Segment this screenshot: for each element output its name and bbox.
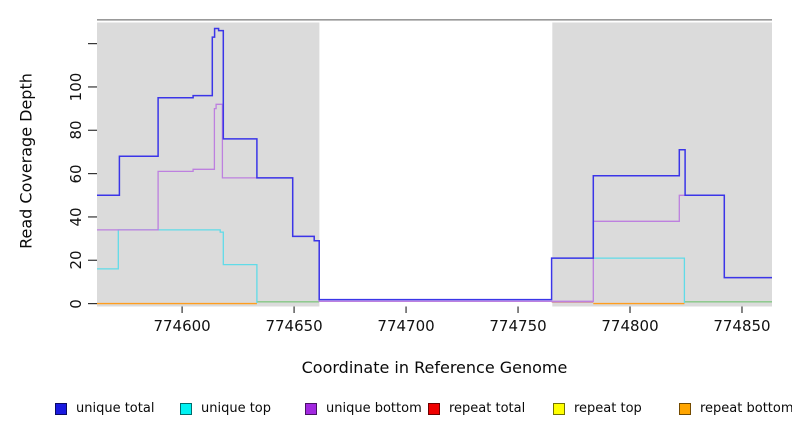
shaded-region <box>97 22 320 307</box>
y-tick-label: 40 <box>64 207 88 227</box>
x-tick-label: 774650 <box>265 317 323 335</box>
y-tick-label-text: 40 <box>67 207 85 227</box>
x-tick-label: 774850 <box>713 317 771 335</box>
y-tick-label: 20 <box>64 250 88 270</box>
y-axis-title-text: Read Coverage Depth <box>16 73 36 249</box>
y-tick-label-text: 60 <box>67 164 85 184</box>
y-tick-label-text: 0 <box>67 298 85 309</box>
series-unique-total <box>97 27 772 301</box>
y-tick-label: 60 <box>64 164 88 184</box>
x-tick-label: 774800 <box>601 317 659 335</box>
x-tick-label: 774700 <box>377 317 435 335</box>
y-tick-label-text: 80 <box>67 120 85 140</box>
x-tick-label: 774750 <box>489 317 547 335</box>
series-unique-top <box>97 229 686 303</box>
y-tick-label: 100 <box>64 73 88 102</box>
y-tick-label: 0 <box>64 294 88 314</box>
x-tick-label: 774600 <box>153 317 211 335</box>
shaded-region <box>552 22 772 307</box>
y-tick-label: 80 <box>64 120 88 140</box>
y-tick-label-text: 100 <box>67 72 85 102</box>
x-axis-title: Coordinate in Reference Genome <box>301 358 568 377</box>
y-tick-label-text: 20 <box>67 250 85 270</box>
